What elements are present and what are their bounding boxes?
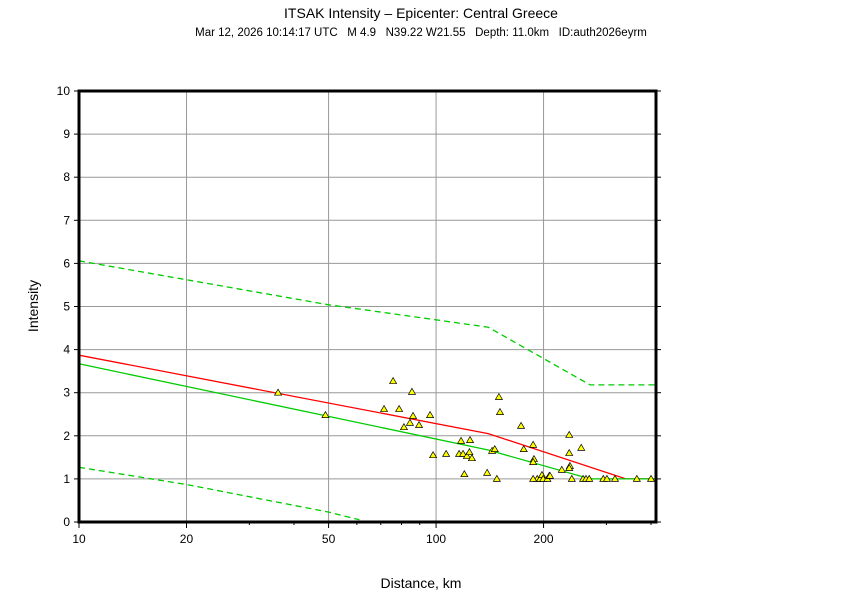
data-point — [399, 422, 409, 431]
data-point — [646, 474, 656, 482]
y-tick-label: 4 — [63, 343, 70, 357]
data-point — [492, 474, 501, 482]
x-tick-label: 200 — [534, 532, 554, 546]
data-point — [519, 444, 528, 453]
data-point — [565, 463, 574, 471]
data-point — [537, 470, 547, 478]
grid — [79, 90, 656, 523]
bound-curve-dashed — [78, 260, 656, 386]
y-axis-label: Intensity — [25, 280, 41, 332]
data-point — [456, 436, 466, 444]
data-point — [557, 465, 566, 473]
axis-ticks: 0 1 2 3 4 5 6 7 8 9 10 10 20 50 100 200 — [57, 84, 661, 546]
data-point — [379, 404, 389, 412]
data-point — [529, 457, 538, 465]
data-point — [495, 407, 505, 415]
data-point — [577, 443, 586, 451]
data-point — [490, 444, 499, 453]
data-point — [408, 411, 418, 419]
data-point — [458, 449, 468, 457]
data-point — [494, 392, 504, 400]
data-point — [321, 410, 330, 418]
data-point — [465, 447, 474, 456]
data-point — [442, 449, 451, 457]
data-point — [529, 440, 538, 448]
y-tick-label: 5 — [63, 300, 70, 314]
y-tick-label: 6 — [63, 256, 70, 270]
data-point — [529, 474, 538, 482]
data-point — [428, 451, 438, 459]
curves — [78, 260, 656, 521]
y-tick-label: 9 — [63, 127, 70, 141]
data-point — [405, 418, 415, 426]
y-tick-label: 1 — [63, 472, 70, 486]
data-point — [465, 435, 475, 443]
y-tick-label: 2 — [63, 429, 70, 443]
data-point — [545, 471, 555, 479]
bound-curve-dashed — [78, 466, 360, 521]
data-point — [425, 410, 435, 418]
y-tick-label: 8 — [63, 170, 70, 184]
prediction-curve — [78, 363, 656, 480]
data-point — [462, 451, 472, 459]
y-tick-label: 3 — [63, 386, 70, 400]
data-point — [460, 469, 469, 478]
chart-title: ITSAK Intensity – Epicenter: Central Gre… — [284, 5, 558, 21]
data-point — [483, 468, 492, 476]
data-point — [565, 430, 574, 438]
data-point — [407, 387, 417, 395]
prediction-curve — [78, 354, 656, 480]
data-point — [565, 448, 574, 456]
data-point — [273, 388, 283, 396]
x-axis-label: Distance, km — [381, 575, 462, 591]
x-tick-label: 50 — [322, 532, 336, 546]
data-point — [395, 404, 404, 412]
x-tick-label: 100 — [426, 532, 446, 546]
chart-subtitle: Mar 12, 2026 10:14:17 UTC M 4.9 N39.22 W… — [195, 27, 647, 39]
data-point — [610, 474, 620, 482]
data-points — [273, 376, 656, 482]
y-tick-label: 10 — [57, 84, 71, 98]
y-tick-label: 7 — [63, 213, 70, 227]
data-point — [388, 376, 398, 384]
data-point — [632, 474, 641, 482]
data-point — [585, 474, 594, 482]
x-tick-label: 20 — [180, 532, 194, 546]
y-tick-label: 0 — [63, 515, 70, 529]
data-point — [567, 474, 576, 482]
data-point — [602, 474, 612, 482]
data-point — [414, 420, 424, 428]
x-tick-label: 10 — [72, 532, 86, 546]
data-point — [516, 421, 526, 429]
data-point — [467, 454, 477, 462]
